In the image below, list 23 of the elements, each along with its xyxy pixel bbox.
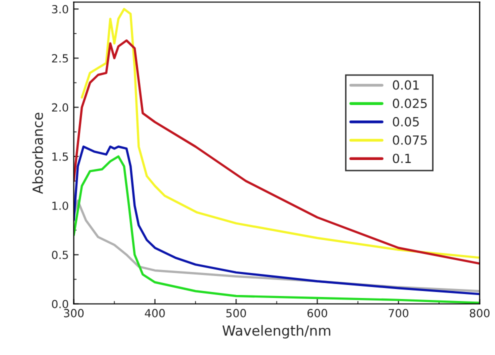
y-tick-label: 2.5: [52, 54, 68, 63]
y-axis-title: Absorbance: [32, 112, 43, 194]
x-tick-label: 800: [470, 308, 490, 318]
x-tick-label: 600: [307, 308, 328, 318]
y-tick-label: 0.5: [52, 250, 68, 260]
legend-label: 0.075: [392, 135, 427, 145]
y-tick-label: 3.0: [52, 4, 68, 14]
legend-label: 0.025: [392, 98, 427, 108]
line-series: [74, 39, 480, 265]
legend-label: 0.05: [392, 117, 419, 126]
x-axis-title: Wavelength/nm: [222, 325, 330, 338]
y-tick-label: 2.0: [52, 103, 68, 112]
legend-label: 0.1: [392, 154, 411, 164]
x-tick-label: 300: [64, 308, 84, 318]
x-tick-label: 400: [144, 308, 165, 318]
y-tick-label: 0.0: [52, 300, 68, 308]
x-tick-label: 700: [388, 308, 408, 318]
x-tick-label: 500: [226, 308, 246, 318]
legend-label: 0.01: [392, 80, 419, 90]
line-series: [74, 200, 480, 292]
line-series: [80, 8, 480, 259]
y-tick-label: 1.0: [52, 202, 68, 210]
y-tick-label: 1.5: [52, 152, 68, 161]
